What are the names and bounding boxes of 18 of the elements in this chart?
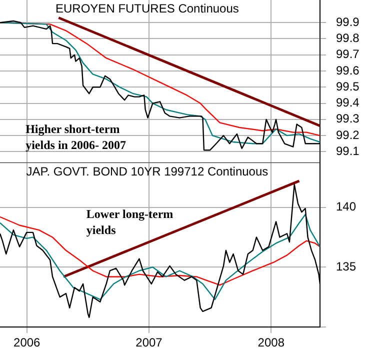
annotation: Higher short-term yields in 2006- 2007 xyxy=(26,122,126,152)
y-tick-label: 99.4 xyxy=(336,96,360,110)
y-tick-label: 135 xyxy=(336,259,356,274)
x-tick-label: 2006 xyxy=(14,336,41,350)
y-tick-label: 99.3 xyxy=(336,112,360,126)
x-tick-label: 2008 xyxy=(258,336,285,350)
y-tick-label: 99.9 xyxy=(336,14,360,29)
y-tick-label: 99.8 xyxy=(336,31,360,46)
chart-title: JAP. GOVT. BOND 10YR 199712 Continuous xyxy=(26,164,268,178)
y-tick-label: 99.6 xyxy=(336,63,360,78)
x-tick-label: 2007 xyxy=(136,336,163,350)
y-tick-label: 99.5 xyxy=(336,79,360,94)
y-tick-label: 99.7 xyxy=(336,47,360,62)
annotation: Lower long-term yields xyxy=(86,207,174,238)
y-tick-label: 140 xyxy=(336,200,356,214)
chart-title: EUROYEN FUTURES Continuous xyxy=(56,1,239,16)
y-tick-label: 99.2 xyxy=(336,128,360,142)
y-tick-label: 99.1 xyxy=(336,144,360,158)
